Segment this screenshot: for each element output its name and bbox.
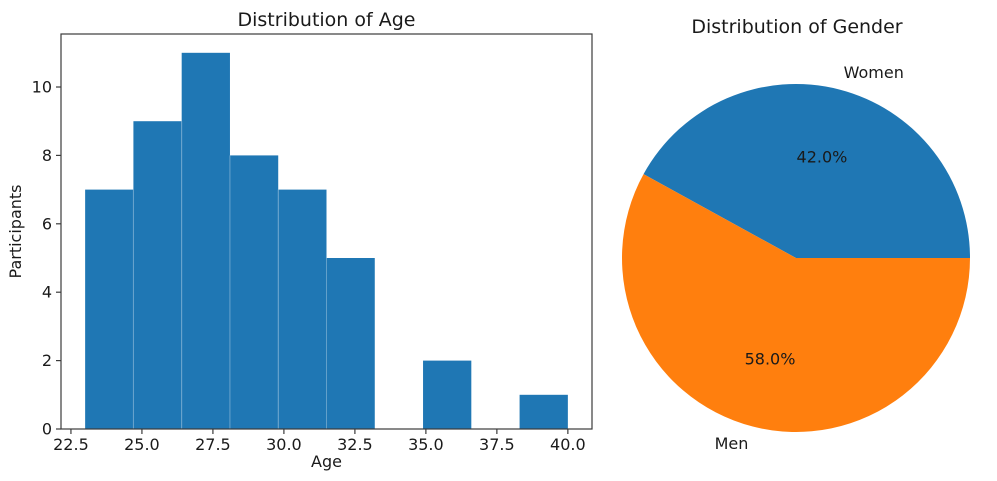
- x-tick-label: 40.0: [550, 435, 586, 454]
- x-tick-label: 35.0: [408, 435, 444, 454]
- y-tick-label: 6: [42, 214, 52, 233]
- x-tick-label: 37.5: [479, 435, 515, 454]
- y-tick-label: 0: [42, 420, 52, 439]
- y-tick-label: 10: [32, 78, 52, 97]
- histogram-bars-group: [85, 52, 568, 430]
- pie-pct-label: 42.0%: [797, 147, 848, 166]
- histogram-bar: [85, 189, 134, 429]
- histogram-axes-group: 22.5 25.0 27.5 30.0 32.5 35.0 37.5 40.0 0 2 4 6 8 10: [32, 33, 593, 454]
- pie-title: Distribution of Gender: [691, 16, 902, 38]
- y-tick-label: 4: [42, 283, 52, 302]
- pie-slices-group: [621, 84, 970, 433]
- x-tick-label: 32.5: [337, 435, 373, 454]
- pie-slice-women: [643, 84, 970, 259]
- x-axis-label: Age: [311, 452, 342, 471]
- gender-pie-chart: 42.0% Women 58.0% Men Distribution of Gende…: [621, 16, 970, 453]
- y-tick-label: 2: [42, 351, 52, 370]
- pie-labels-group: 42.0% Women 58.0% Men: [715, 63, 904, 453]
- pie-pct-label: 58.0%: [745, 350, 796, 369]
- histogram-bar: [519, 394, 568, 429]
- x-tick-label: 27.5: [195, 435, 231, 454]
- axes-frame: [60, 33, 593, 430]
- histogram-bar: [133, 121, 182, 429]
- histogram-bar: [229, 155, 279, 429]
- age-histogram-chart: 22.5 25.0 27.5 30.0 32.5 35.0 37.5 40.00246810 …: [6, 9, 593, 471]
- y-axis-label: Participants: [6, 185, 25, 279]
- pie-slice-label-women: Women: [844, 63, 904, 82]
- histogram-bar: [423, 360, 472, 429]
- histogram-title: Distribution of Age: [238, 9, 416, 31]
- histogram-bar: [181, 52, 230, 430]
- histogram-bar: [326, 258, 375, 429]
- pie-slice-men: [621, 174, 970, 433]
- x-tick-label: 30.0: [266, 435, 302, 454]
- histogram-bar: [278, 189, 327, 429]
- pie-slice-label-men: Men: [715, 434, 749, 453]
- y-tick-label: 8: [42, 146, 52, 165]
- x-tick-label: 25.0: [124, 435, 160, 454]
- x-tick-label: 22.5: [53, 435, 89, 454]
